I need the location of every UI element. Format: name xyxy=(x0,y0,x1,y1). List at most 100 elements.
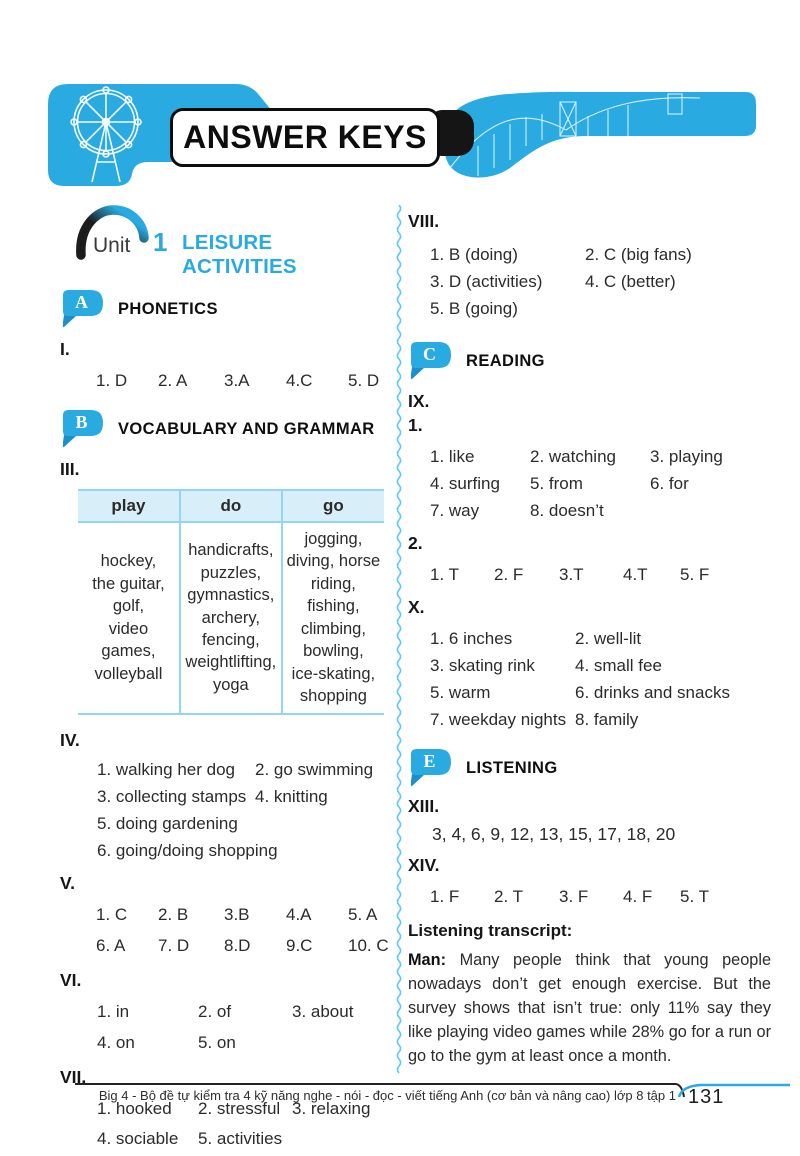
answer-item: 7. weekday nights xyxy=(430,710,567,729)
answer-item: 5. A xyxy=(348,904,378,924)
section-vocabulary: B VOCABULARY AND GRAMMAR xyxy=(60,409,392,449)
section-title: VOCABULARY AND GRAMMAR xyxy=(118,419,375,438)
answer-item: 3. D (activities) xyxy=(430,272,543,291)
answer-item: 8.D xyxy=(224,935,251,955)
answer-item: 5. T xyxy=(680,887,709,906)
transcript-text: Many people think that young people nowa… xyxy=(408,951,771,1065)
answer-item: 2. of xyxy=(198,1001,232,1021)
table-header: play xyxy=(78,490,180,523)
answer-item: 2. watching xyxy=(530,447,616,466)
speech-bubble-icon xyxy=(410,749,451,787)
answer-item: 3.T xyxy=(559,565,584,584)
table-header-row: play do go xyxy=(78,490,384,523)
unit-arc-icon xyxy=(76,205,149,260)
section-badge-c: C xyxy=(408,341,454,381)
exercise-label-ix-1: 1. xyxy=(408,415,423,435)
left-column: Unit 1 LEISURE ACTIVITIES A PHONETICS I.… xyxy=(60,205,392,1151)
answer-item: 2. C (big fans) xyxy=(585,245,692,264)
answer-item: 4.T xyxy=(623,565,648,584)
exercise-xiii-answer: 3, 4, 6, 9, 12, 13, 15, 17, 18, 20 xyxy=(432,824,676,844)
section-badge-b: B xyxy=(60,409,106,449)
exercise-i-answers: 1. D 2. A 3.A 4.C 5. D xyxy=(60,369,392,393)
right-column: VIII. 1. B (doing) 2. C (big fans) 3. D … xyxy=(408,203,771,1069)
unit-title: LEISURE ACTIVITIES xyxy=(182,231,297,278)
answer-item: 4.A xyxy=(286,904,312,924)
exercise-label-i: I. xyxy=(60,339,70,359)
exercise-iv-answers: 1. walking her dog 2. go swimming 3. col… xyxy=(60,758,392,863)
transcript-speaker: Man: xyxy=(408,951,446,969)
answer-item: 7. D xyxy=(158,935,190,955)
section-reading: C READING xyxy=(408,341,771,381)
answer-item: 6. for xyxy=(650,474,689,493)
section-letter: C xyxy=(423,344,436,364)
answer-item: 5. warm xyxy=(430,683,491,702)
exercise-label-ix: IX. xyxy=(408,391,430,411)
answer-item: 2. F xyxy=(494,565,524,584)
answer-item: 3. playing xyxy=(650,447,723,466)
verb-collocation-table: play do go hockey, the guitar, golf, vid… xyxy=(78,489,384,715)
answer-item: 5. F xyxy=(680,565,710,584)
transcript-title: Listening transcript: xyxy=(408,921,573,940)
speech-bubble-icon xyxy=(410,342,451,380)
answer-item: 4. C (better) xyxy=(585,272,676,291)
answer-item: 8. family xyxy=(575,710,639,729)
exercise-x-answers: 1. 6 inches 2. well-lit 3. skating rink … xyxy=(408,627,771,732)
answer-item: 9.C xyxy=(286,935,313,955)
answer-item: 4. small fee xyxy=(575,656,662,675)
column-divider-wave xyxy=(396,205,402,1074)
answer-item: 5. from xyxy=(530,474,583,493)
exercise-ix1-answers: 1. like 2. watching 3. playing 4. surfin… xyxy=(408,445,771,523)
unit-number: 1 xyxy=(153,227,168,257)
page-number: 131 xyxy=(688,1086,725,1108)
answer-item: 1. F xyxy=(430,887,460,906)
exercise-label-xiii: XIII. xyxy=(408,796,440,816)
section-letter: B xyxy=(75,412,88,432)
answer-item: 2. A xyxy=(158,371,188,390)
table-row: hockey, the guitar, golf, video games, v… xyxy=(78,522,384,714)
tower-bridge-icon xyxy=(443,91,756,178)
exercise-xiv-answers: 1. F 2. T 3. F 4. F 5. T xyxy=(408,885,771,909)
exercise-ix2-answers: 1. T 2. F 3.T 4.T 5. F xyxy=(408,563,771,587)
table-cell: hockey, the guitar, golf, video games, v… xyxy=(92,552,165,683)
answer-item: 4. knitting xyxy=(255,786,328,806)
answer-item: 2. well-lit xyxy=(575,629,642,648)
answer-item: 3.B xyxy=(224,904,250,924)
answer-item: 5. on xyxy=(198,1032,236,1052)
answer-item: 4. sociable xyxy=(97,1128,179,1148)
answer-item: 10. C xyxy=(348,935,389,955)
section-letter: E xyxy=(423,751,436,771)
answer-item: 3. skating rink xyxy=(430,656,535,675)
answer-item: 1. B (doing) xyxy=(430,245,518,264)
answer-item: 3. F xyxy=(559,887,589,906)
table-header: do xyxy=(178,490,282,523)
table-cell: jogging, diving, horse riding, fishing, … xyxy=(280,522,384,714)
page-title: ANSWER KEYS xyxy=(170,108,440,167)
answer-item: 5. D xyxy=(348,371,380,390)
exercise-label-vii: VII. xyxy=(60,1066,87,1087)
answer-item: 5. activities xyxy=(198,1128,283,1148)
answer-item: 3. about xyxy=(292,1001,354,1021)
table-header: go xyxy=(280,490,384,523)
exercise-label-ix-2: 2. xyxy=(408,533,423,553)
answer-item: 1. in xyxy=(97,1001,130,1021)
table-cell: handicrafts, puzzles, gymnastics, archer… xyxy=(178,522,282,714)
exercise-label-viii: VIII. xyxy=(408,211,440,231)
unit-label: Unit xyxy=(93,234,131,257)
answer-item: 3. collecting stamps xyxy=(97,786,247,806)
exercise-label-x: X. xyxy=(408,597,425,617)
section-letter: A xyxy=(75,292,88,312)
footer-rule xyxy=(75,1083,790,1098)
section-title: PHONETICS xyxy=(118,299,218,318)
answer-item: 3. relaxing xyxy=(292,1098,371,1118)
exercise-viii-answers: 1. B (doing) 2. C (big fans) 3. D (activ… xyxy=(408,243,771,321)
section-listening: E LISTENING xyxy=(408,748,771,788)
answer-item: 2. B xyxy=(158,904,189,924)
exercise-label-iii: III. xyxy=(60,459,80,479)
exercise-label-iv: IV. xyxy=(60,729,80,750)
answer-item: 1. T xyxy=(430,565,459,584)
answer-item: 4. surfing xyxy=(430,474,500,493)
page-title-text: ANSWER KEYS xyxy=(183,119,427,155)
exercise-label-xiv: XIV. xyxy=(408,855,440,875)
answer-item: 6. A xyxy=(96,935,126,955)
